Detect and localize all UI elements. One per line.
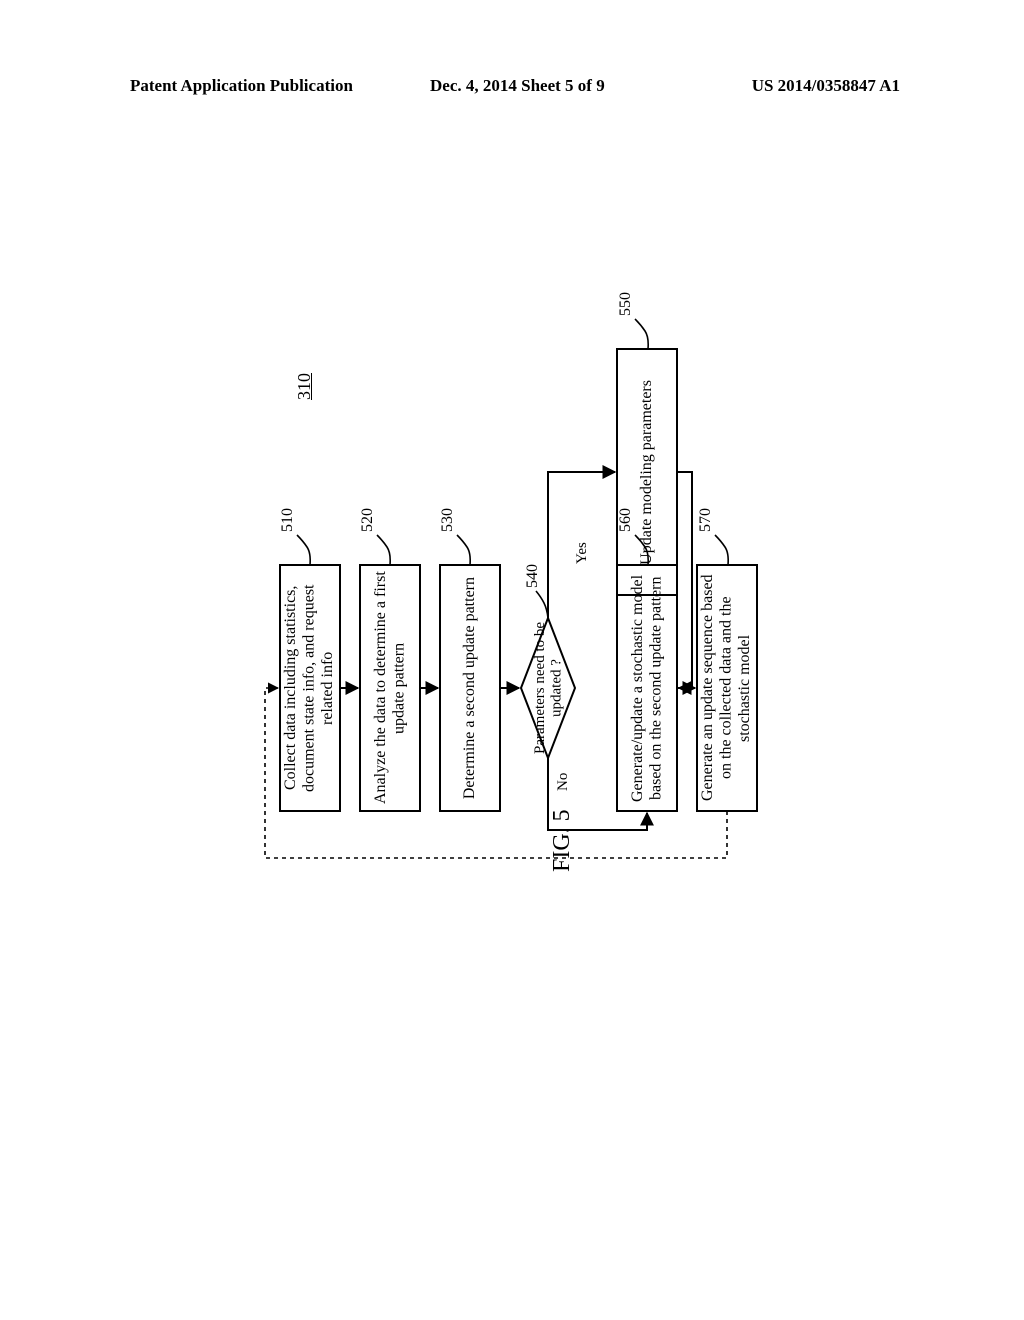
flowchart-svg	[0, 0, 1024, 1320]
page: Patent Application Publication Dec. 4, 2…	[0, 0, 1024, 1320]
